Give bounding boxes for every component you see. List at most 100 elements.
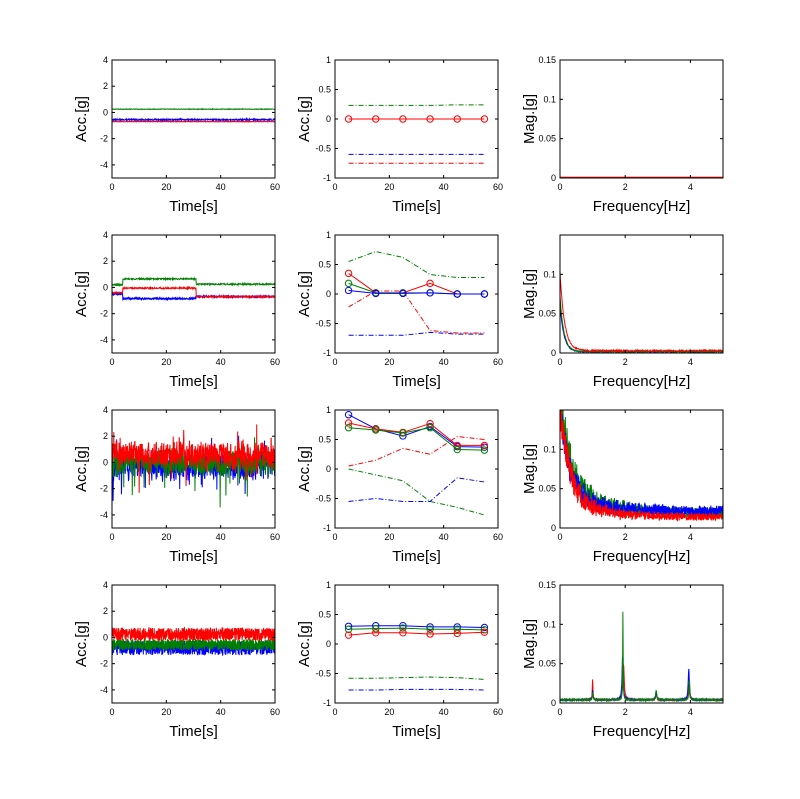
y-axis-label: Acc.[g] [73, 96, 90, 142]
y-tick-label: -0.5 [315, 144, 331, 154]
x-tick-label: 60 [270, 357, 280, 367]
x-tick-label: 20 [161, 357, 171, 367]
x-tick-label: 0 [557, 707, 562, 717]
data-point [344, 622, 353, 630]
y-tick-label: -4 [100, 685, 108, 695]
series-red-line [112, 285, 275, 300]
y-tick-label: 0 [103, 107, 108, 117]
series-green-marker-line [348, 427, 485, 451]
y-axis-label: Acc.[g] [296, 621, 313, 667]
y-tick-label: 0.5 [318, 435, 331, 445]
plot-area [112, 626, 275, 657]
subplot-fft-0: 0 2 4 0.15 0.1 0.05 0 Frequency[Hz] Mag.[g] [521, 55, 724, 215]
x-axis-label: Time[s] [392, 373, 441, 390]
x-tick-label: 4 [688, 707, 693, 717]
x-tick-label: 60 [493, 357, 503, 367]
x-tick-label: 0 [557, 357, 562, 367]
series-red-line [560, 664, 723, 703]
y-axis-label: Mag.[g] [521, 94, 538, 144]
x-tick-label: 2 [623, 707, 628, 717]
series-blue-marker-line [348, 289, 485, 295]
y-tick-label: 0.1 [543, 619, 556, 629]
y-axis-label: Acc.[g] [73, 621, 90, 667]
data-point [372, 426, 380, 434]
series-green-dashdot-line [348, 468, 485, 516]
y-tick-label: -2 [100, 309, 108, 319]
y-tick-label: -2 [100, 134, 108, 144]
subplot-fft-1: 0 2 4 0.1 0.05 0 Frequency[Hz] Mag.[g] [521, 234, 724, 390]
series-green-line [112, 638, 275, 652]
series-blue-line [560, 657, 723, 703]
subplot-fft-2: 0 2 4 0.1 0.05 0 Frequency[Hz] Mag.[g] [521, 409, 724, 565]
series-blue-line [560, 304, 723, 353]
x-tick-label: 60 [270, 182, 280, 192]
data-point [372, 289, 380, 298]
data-point [399, 622, 407, 630]
y-tick-label: 0.05 [538, 134, 556, 144]
y-tick-label: 0.15 [538, 580, 556, 590]
series-red-line [560, 271, 723, 353]
data-point [399, 115, 407, 123]
y-tick-label: -4 [100, 335, 108, 345]
x-tick-label: 0 [557, 182, 562, 192]
plot-area [560, 611, 723, 703]
data-point [426, 419, 434, 428]
axes-box [559, 234, 724, 354]
y-tick-label: -2 [100, 484, 108, 494]
y-tick-label: 0 [551, 698, 556, 708]
series-green-dashdot-line [348, 251, 485, 278]
x-tick-label: 0 [109, 707, 114, 717]
y-tick-label: 1 [326, 405, 331, 415]
y-tick-label: 1 [326, 580, 331, 590]
x-tick-label: 60 [270, 707, 280, 717]
x-tick-label: 0 [332, 182, 337, 192]
data-point [480, 441, 489, 450]
x-axis-label: Time[s] [169, 198, 218, 215]
data-point [426, 625, 434, 633]
y-tick-label: 2 [103, 81, 108, 91]
data-point [399, 629, 407, 637]
x-tick-label: 20 [161, 707, 171, 717]
data-point [372, 624, 380, 633]
y-tick-label: 0.1 [543, 269, 556, 279]
series-green-line [112, 107, 275, 111]
x-axis-label: Frequency[Hz] [593, 373, 691, 390]
subplot-stats-1: 0 20 40 60 1 0.5 0 -0.5 -1 Time[s] Acc.[g] [296, 230, 503, 390]
y-tick-label: 0.05 [538, 659, 556, 669]
series-red-line [112, 424, 275, 493]
series-green-line [560, 296, 723, 353]
x-tick-label: 40 [216, 357, 226, 367]
y-axis-label: Acc.[g] [73, 271, 90, 317]
y-tick-label: -4 [100, 510, 108, 520]
y-axis-label: Acc.[g] [296, 446, 313, 492]
x-axis-label: Time[s] [169, 373, 218, 390]
x-tick-label: 40 [439, 182, 449, 192]
plot-area [112, 276, 275, 302]
series-blue-marker-line [348, 625, 485, 628]
y-tick-label: 2 [103, 256, 108, 266]
data-point [426, 289, 434, 297]
y-axis-label: Acc.[g] [296, 271, 313, 317]
data-point [453, 629, 461, 638]
y-tick-label: 0.5 [318, 260, 331, 270]
y-tick-label: 1 [326, 55, 331, 65]
x-axis-label: Frequency[Hz] [593, 723, 691, 740]
x-tick-label: 20 [384, 357, 394, 367]
data-point [344, 115, 353, 123]
series-red-dashdot-line [348, 436, 485, 467]
y-tick-label: 0.5 [318, 85, 331, 95]
y-tick-label: 0.05 [538, 484, 556, 494]
y-tick-label: 4 [103, 405, 108, 415]
x-tick-label: 40 [216, 707, 226, 717]
axes-box [559, 59, 724, 179]
x-tick-label: 40 [216, 532, 226, 542]
series-blue-dashdot-line [348, 688, 485, 691]
data-point [399, 289, 407, 298]
x-tick-label: 2 [623, 182, 628, 192]
y-tick-label: 4 [103, 230, 108, 240]
data-point [480, 628, 489, 636]
series-green-line [560, 611, 723, 703]
subplot-stats-2: 0 20 40 60 1 0.5 0 -0.5 -1 Time[s] Acc.[g] [296, 405, 503, 565]
